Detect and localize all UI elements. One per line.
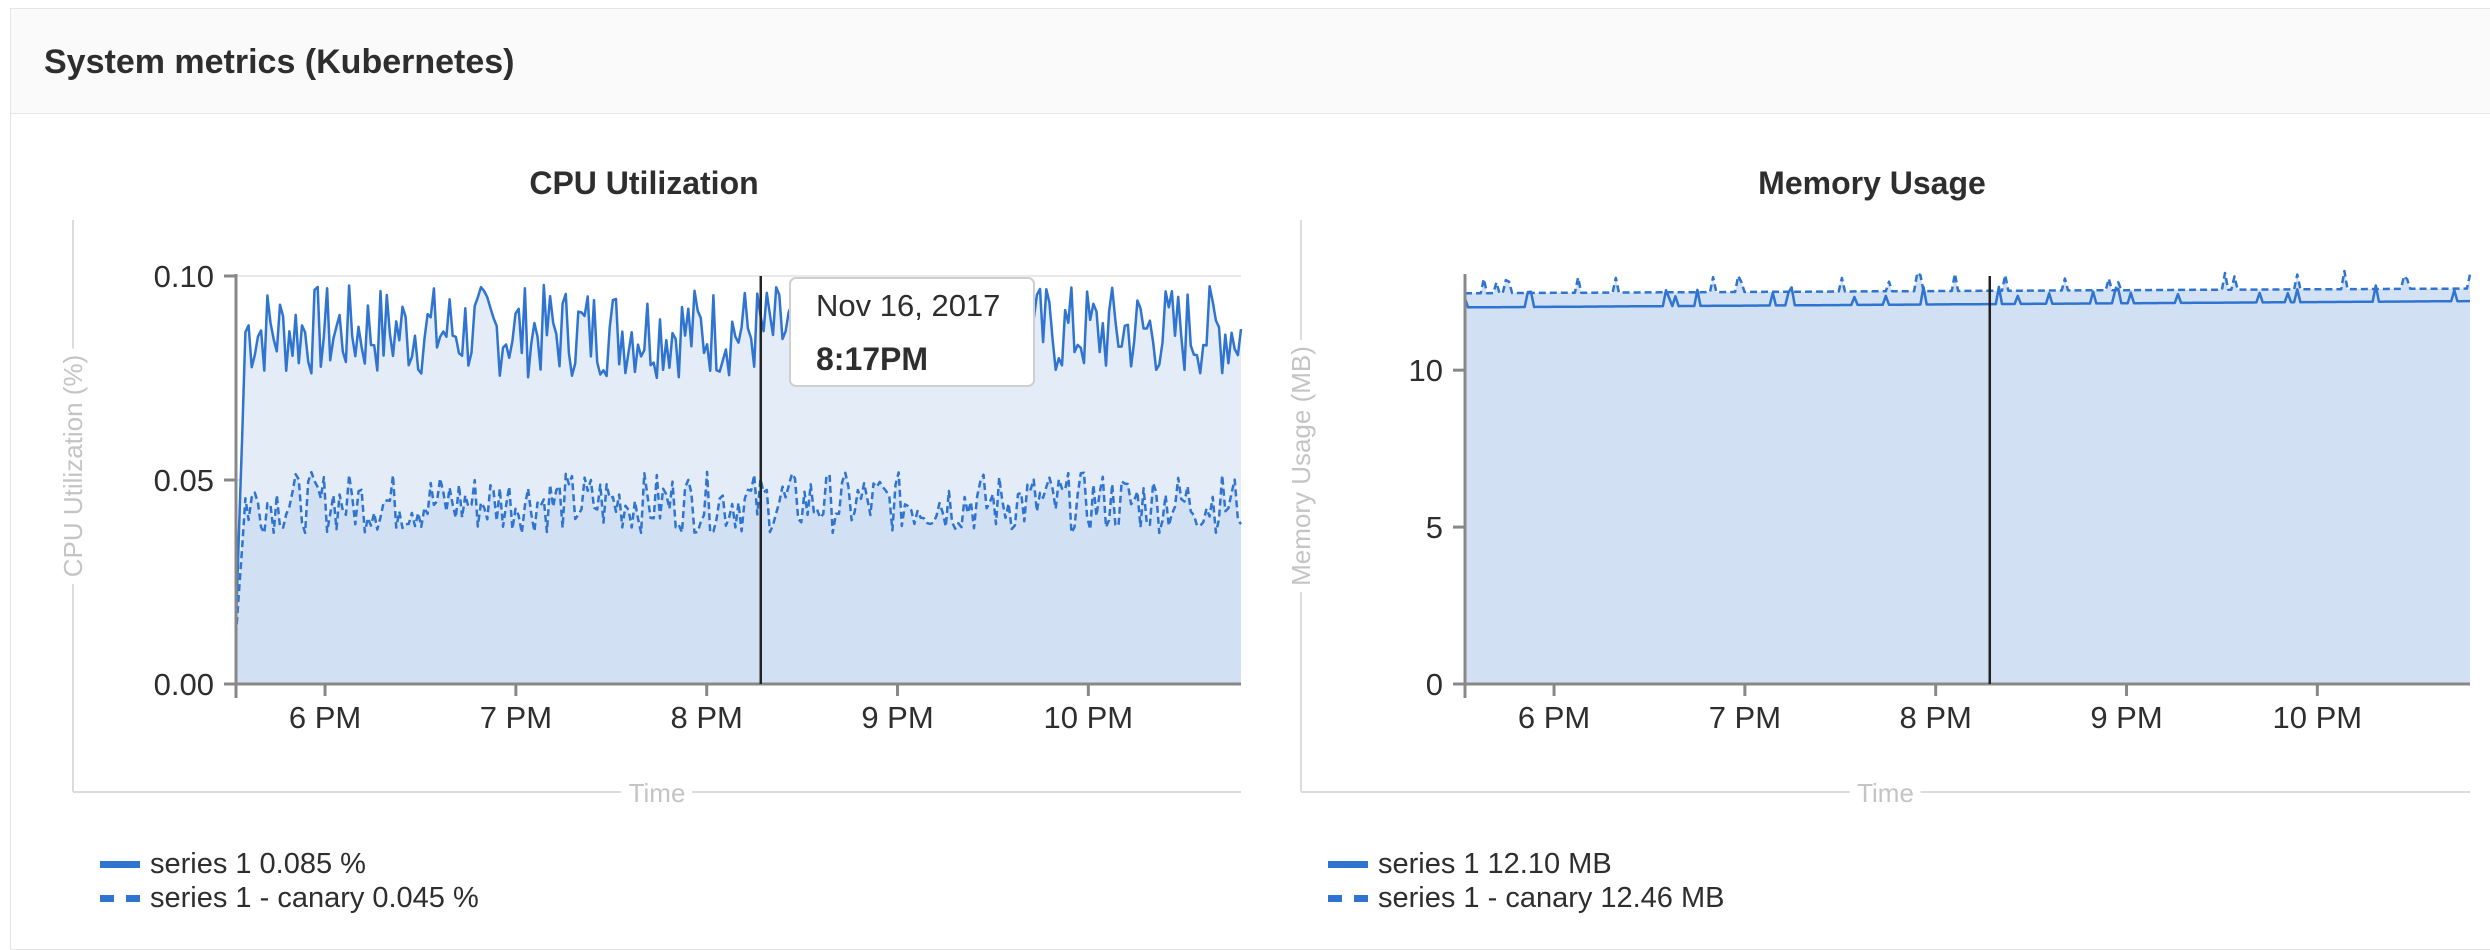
solid-line-icon — [100, 860, 140, 868]
panel-title: System metrics (Kubernetes) — [44, 43, 515, 81]
series-area — [236, 471, 1241, 684]
legend-item: series 1 - canary 12.46 MB — [1328, 881, 1725, 915]
series-area — [1465, 285, 2470, 684]
y-tick-label: 0.00 — [154, 667, 214, 702]
cpu-utilization-chart[interactable]: 0.000.050.106 PM 7 PM 8 PM 9 PM 10 PMTimeCPU… — [0, 0, 1245, 934]
canary-series-line — [1464, 269, 2472, 295]
memory-chart-title: Memory Usage — [1758, 165, 1986, 201]
x-tick-label: 6 PM — [289, 700, 361, 735]
legend-item: series 1 12.10 MB — [1328, 847, 1725, 881]
legend-series-name: series 1 - canary — [1378, 881, 1593, 914]
dashed-line-icon — [100, 894, 140, 902]
x-tick-label: 9 PM — [861, 700, 933, 735]
legend-series-name: series 1 — [1378, 847, 1480, 880]
y-tick-label: 5 — [1426, 510, 1443, 545]
legend-series-value: 0.045 % — [372, 881, 479, 914]
legend-series-name: series 1 — [150, 847, 252, 880]
x-tick-label: 10 PM — [2273, 700, 2363, 735]
x-tick-label: 9 PM — [2090, 700, 2162, 735]
x-tick-label: 8 PM — [1900, 700, 1972, 735]
series-line — [234, 283, 1243, 623]
tooltip-box — [789, 277, 1035, 387]
x-tick-label: 7 PM — [1709, 700, 1781, 735]
cpu-legend: series 1 0.085 % series 1 - canary 0.045 % — [100, 847, 479, 915]
x-tick-label: 7 PM — [480, 700, 552, 735]
x-tick-label: 6 PM — [1518, 700, 1590, 735]
panel-header: System metrics (Kubernetes) — [11, 9, 2490, 114]
memory-legend: series 1 12.10 MB series 1 - canary 12.46 … — [1328, 847, 1725, 915]
y-tick-label: 0 — [1426, 667, 1443, 702]
legend-item: series 1 0.085 % — [100, 847, 479, 881]
x-tick-label: 8 PM — [671, 700, 743, 735]
y-axis-label: Memory Usage (MB) — [1286, 346, 1316, 586]
tooltip-date: Nov 16, 2017 — [816, 288, 1000, 323]
legend-series-value: 0.085 % — [259, 847, 366, 880]
hover-tooltip: Nov 16, 2017 8:17PM — [789, 277, 1035, 387]
dashed-line-icon — [1328, 894, 1368, 902]
series-line — [1463, 284, 2470, 309]
legend-series-name: series 1 - canary — [150, 881, 365, 914]
legend-series-value: 12.46 MB — [1600, 881, 1725, 914]
x-tick-label: 10 PM — [1044, 700, 1134, 735]
tooltip-time: 8:17PM — [816, 341, 928, 377]
solid-line-icon — [1328, 860, 1368, 868]
legend-item: series 1 - canary 0.045 % — [100, 881, 479, 915]
canary-series-line — [234, 470, 1243, 636]
y-tick-label: 10 — [1409, 353, 1443, 388]
y-tick-label: 0.05 — [154, 463, 214, 498]
x-axis-label: Time — [1857, 778, 1914, 808]
cpu-chart-title: CPU Utilization — [529, 165, 759, 201]
y-tick-label: 0.10 — [154, 259, 214, 294]
legend-series-value: 12.10 MB — [1487, 847, 1612, 880]
